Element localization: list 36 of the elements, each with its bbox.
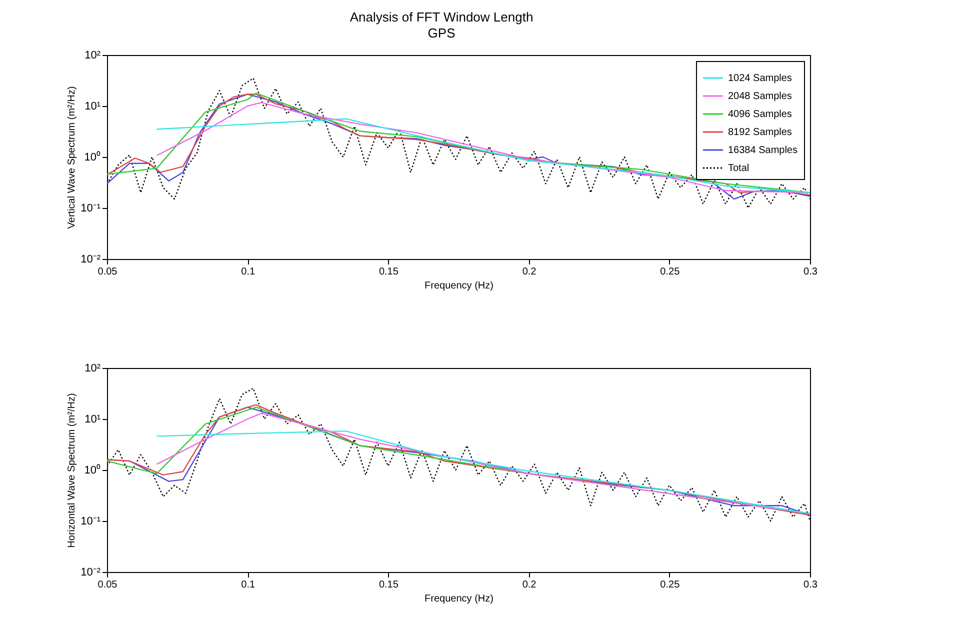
x-tick-label: 0.2 [522,266,537,278]
x-tick-label: 0.1 [241,580,256,590]
x-tick-label: 0.25 [660,266,680,278]
x-tick-label: 0.1 [241,266,256,278]
legend-label: 16384 Samples [728,145,798,156]
legend-label: 1024 Samples [728,73,792,84]
y-tick-label: 10⁻¹ [80,516,101,528]
y-tick-label: 10⁰ [84,150,100,164]
legend-label: 8192 Samples [728,127,792,138]
x-tick-label: 0.05 [98,266,118,278]
y-tick-label: 10⁻² [80,566,101,578]
legend-label: Total [728,163,750,174]
x-tick-label: 0.15 [378,580,399,590]
y-tick-label: 10¹ [84,100,101,112]
x-axis-title: Frequency (Hz) [424,594,494,604]
chart-subtitle: GPS [428,26,456,40]
chart-title: Analysis of FFT Window Length [350,10,534,24]
y-tick-label: 10⁻² [80,254,101,266]
y-tick-label: 10⁻¹ [80,202,101,214]
x-tick-label: 0.15 [378,266,399,278]
y-tick-label: 10¹ [84,414,101,426]
y-tick-label: 10⁰ [84,464,100,476]
y-tick-label: 10² [84,362,101,374]
x-tick-label: 0.2 [522,580,537,590]
legend-label: 2048 Samples [728,91,792,102]
x-axis-title: Frequency (Hz) [424,280,494,292]
x-tick-label: 0.25 [660,580,680,590]
y-axis-title: Vertical Wave Spectrum (m²/Hz) [66,86,78,229]
y-axis-title: Horizontal Wave Spectrum (m²/Hz) [66,393,78,548]
x-tick-label: 0.3 [804,266,818,278]
y-tick-label: 10² [84,50,101,62]
legend-label: 4096 Samples [728,109,792,120]
line-series [156,118,810,194]
x-tick-label: 0.05 [98,580,118,590]
x-tick-label: 0.3 [804,580,818,590]
line-series [156,430,810,514]
